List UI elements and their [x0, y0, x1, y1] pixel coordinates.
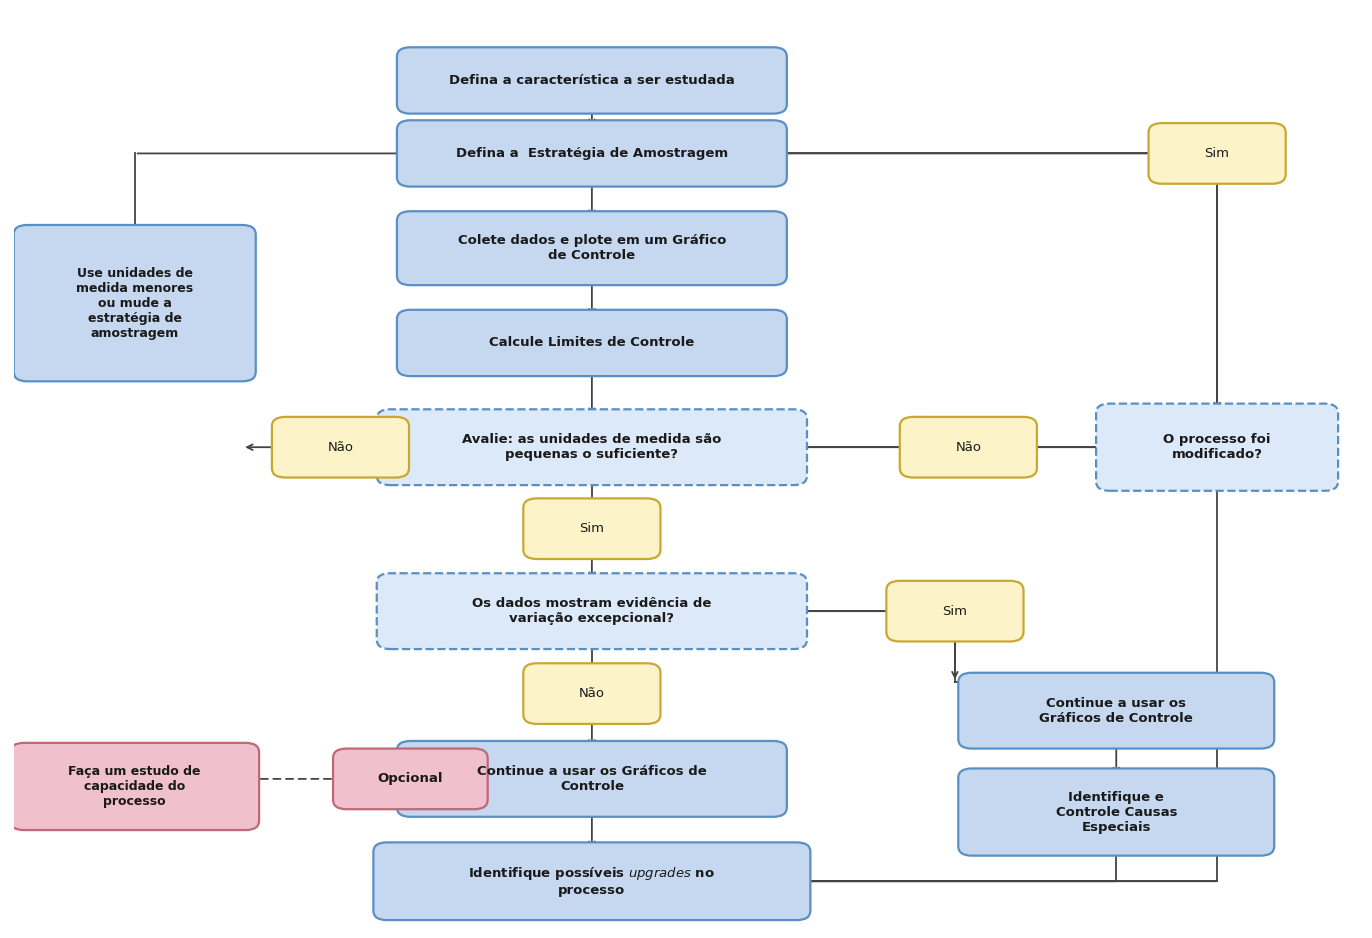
Text: O processo foi
modificado?: O processo foi modificado? — [1163, 433, 1270, 461]
FancyBboxPatch shape — [397, 741, 788, 817]
FancyBboxPatch shape — [272, 416, 409, 477]
Text: Continue a usar os Gráficos de
Controle: Continue a usar os Gráficos de Controle — [477, 764, 707, 793]
Text: Faça um estudo de
capacidade do
processo: Faça um estudo de capacidade do processo — [69, 765, 200, 808]
FancyBboxPatch shape — [397, 120, 788, 187]
Text: Opcional: Opcional — [377, 772, 443, 785]
FancyBboxPatch shape — [11, 743, 259, 830]
FancyBboxPatch shape — [373, 842, 811, 920]
Text: Sim: Sim — [943, 605, 967, 617]
Text: Identifique e
Controle Causas
Especiais: Identifique e Controle Causas Especiais — [1055, 791, 1177, 834]
Text: Não: Não — [328, 441, 354, 454]
FancyBboxPatch shape — [1148, 123, 1286, 184]
Text: Continue a usar os
Gráficos de Controle: Continue a usar os Gráficos de Controle — [1040, 697, 1194, 725]
FancyBboxPatch shape — [377, 573, 807, 649]
FancyBboxPatch shape — [397, 211, 788, 285]
FancyBboxPatch shape — [397, 47, 788, 113]
Text: Não: Não — [955, 441, 981, 454]
Text: Sim: Sim — [579, 522, 605, 536]
FancyBboxPatch shape — [14, 225, 255, 382]
FancyBboxPatch shape — [523, 498, 660, 559]
Text: Os dados mostram evidência de
variação excepcional?: Os dados mostram evidência de variação e… — [472, 598, 712, 625]
Text: Não: Não — [579, 688, 605, 700]
Text: Defina a  Estratégia de Amostragem: Defina a Estratégia de Amostragem — [456, 147, 729, 159]
Text: Defina a característica a ser estudada: Defina a característica a ser estudada — [449, 74, 735, 87]
FancyBboxPatch shape — [900, 416, 1037, 477]
FancyBboxPatch shape — [333, 749, 487, 809]
Text: Use unidades de
medida menores
ou mude a
estratégia de
amostragem: Use unidades de medida menores ou mude a… — [77, 266, 193, 340]
FancyBboxPatch shape — [886, 581, 1024, 642]
FancyBboxPatch shape — [958, 673, 1275, 749]
FancyBboxPatch shape — [958, 768, 1275, 855]
Text: Identifique possíveis $\it{upgrades}$ no
processo: Identifique possíveis $\it{upgrades}$ no… — [468, 865, 715, 898]
FancyBboxPatch shape — [1096, 403, 1338, 491]
FancyBboxPatch shape — [377, 409, 807, 485]
Text: Sim: Sim — [1205, 147, 1229, 159]
FancyBboxPatch shape — [397, 310, 788, 376]
Text: Colete dados e plote em um Gráfico
de Controle: Colete dados e plote em um Gráfico de Co… — [458, 234, 726, 263]
Text: Avalie: as unidades de medida são
pequenas o suficiente?: Avalie: as unidades de medida são pequen… — [462, 433, 722, 461]
Text: Calcule Limites de Controle: Calcule Limites de Controle — [490, 337, 694, 350]
FancyBboxPatch shape — [523, 663, 660, 724]
